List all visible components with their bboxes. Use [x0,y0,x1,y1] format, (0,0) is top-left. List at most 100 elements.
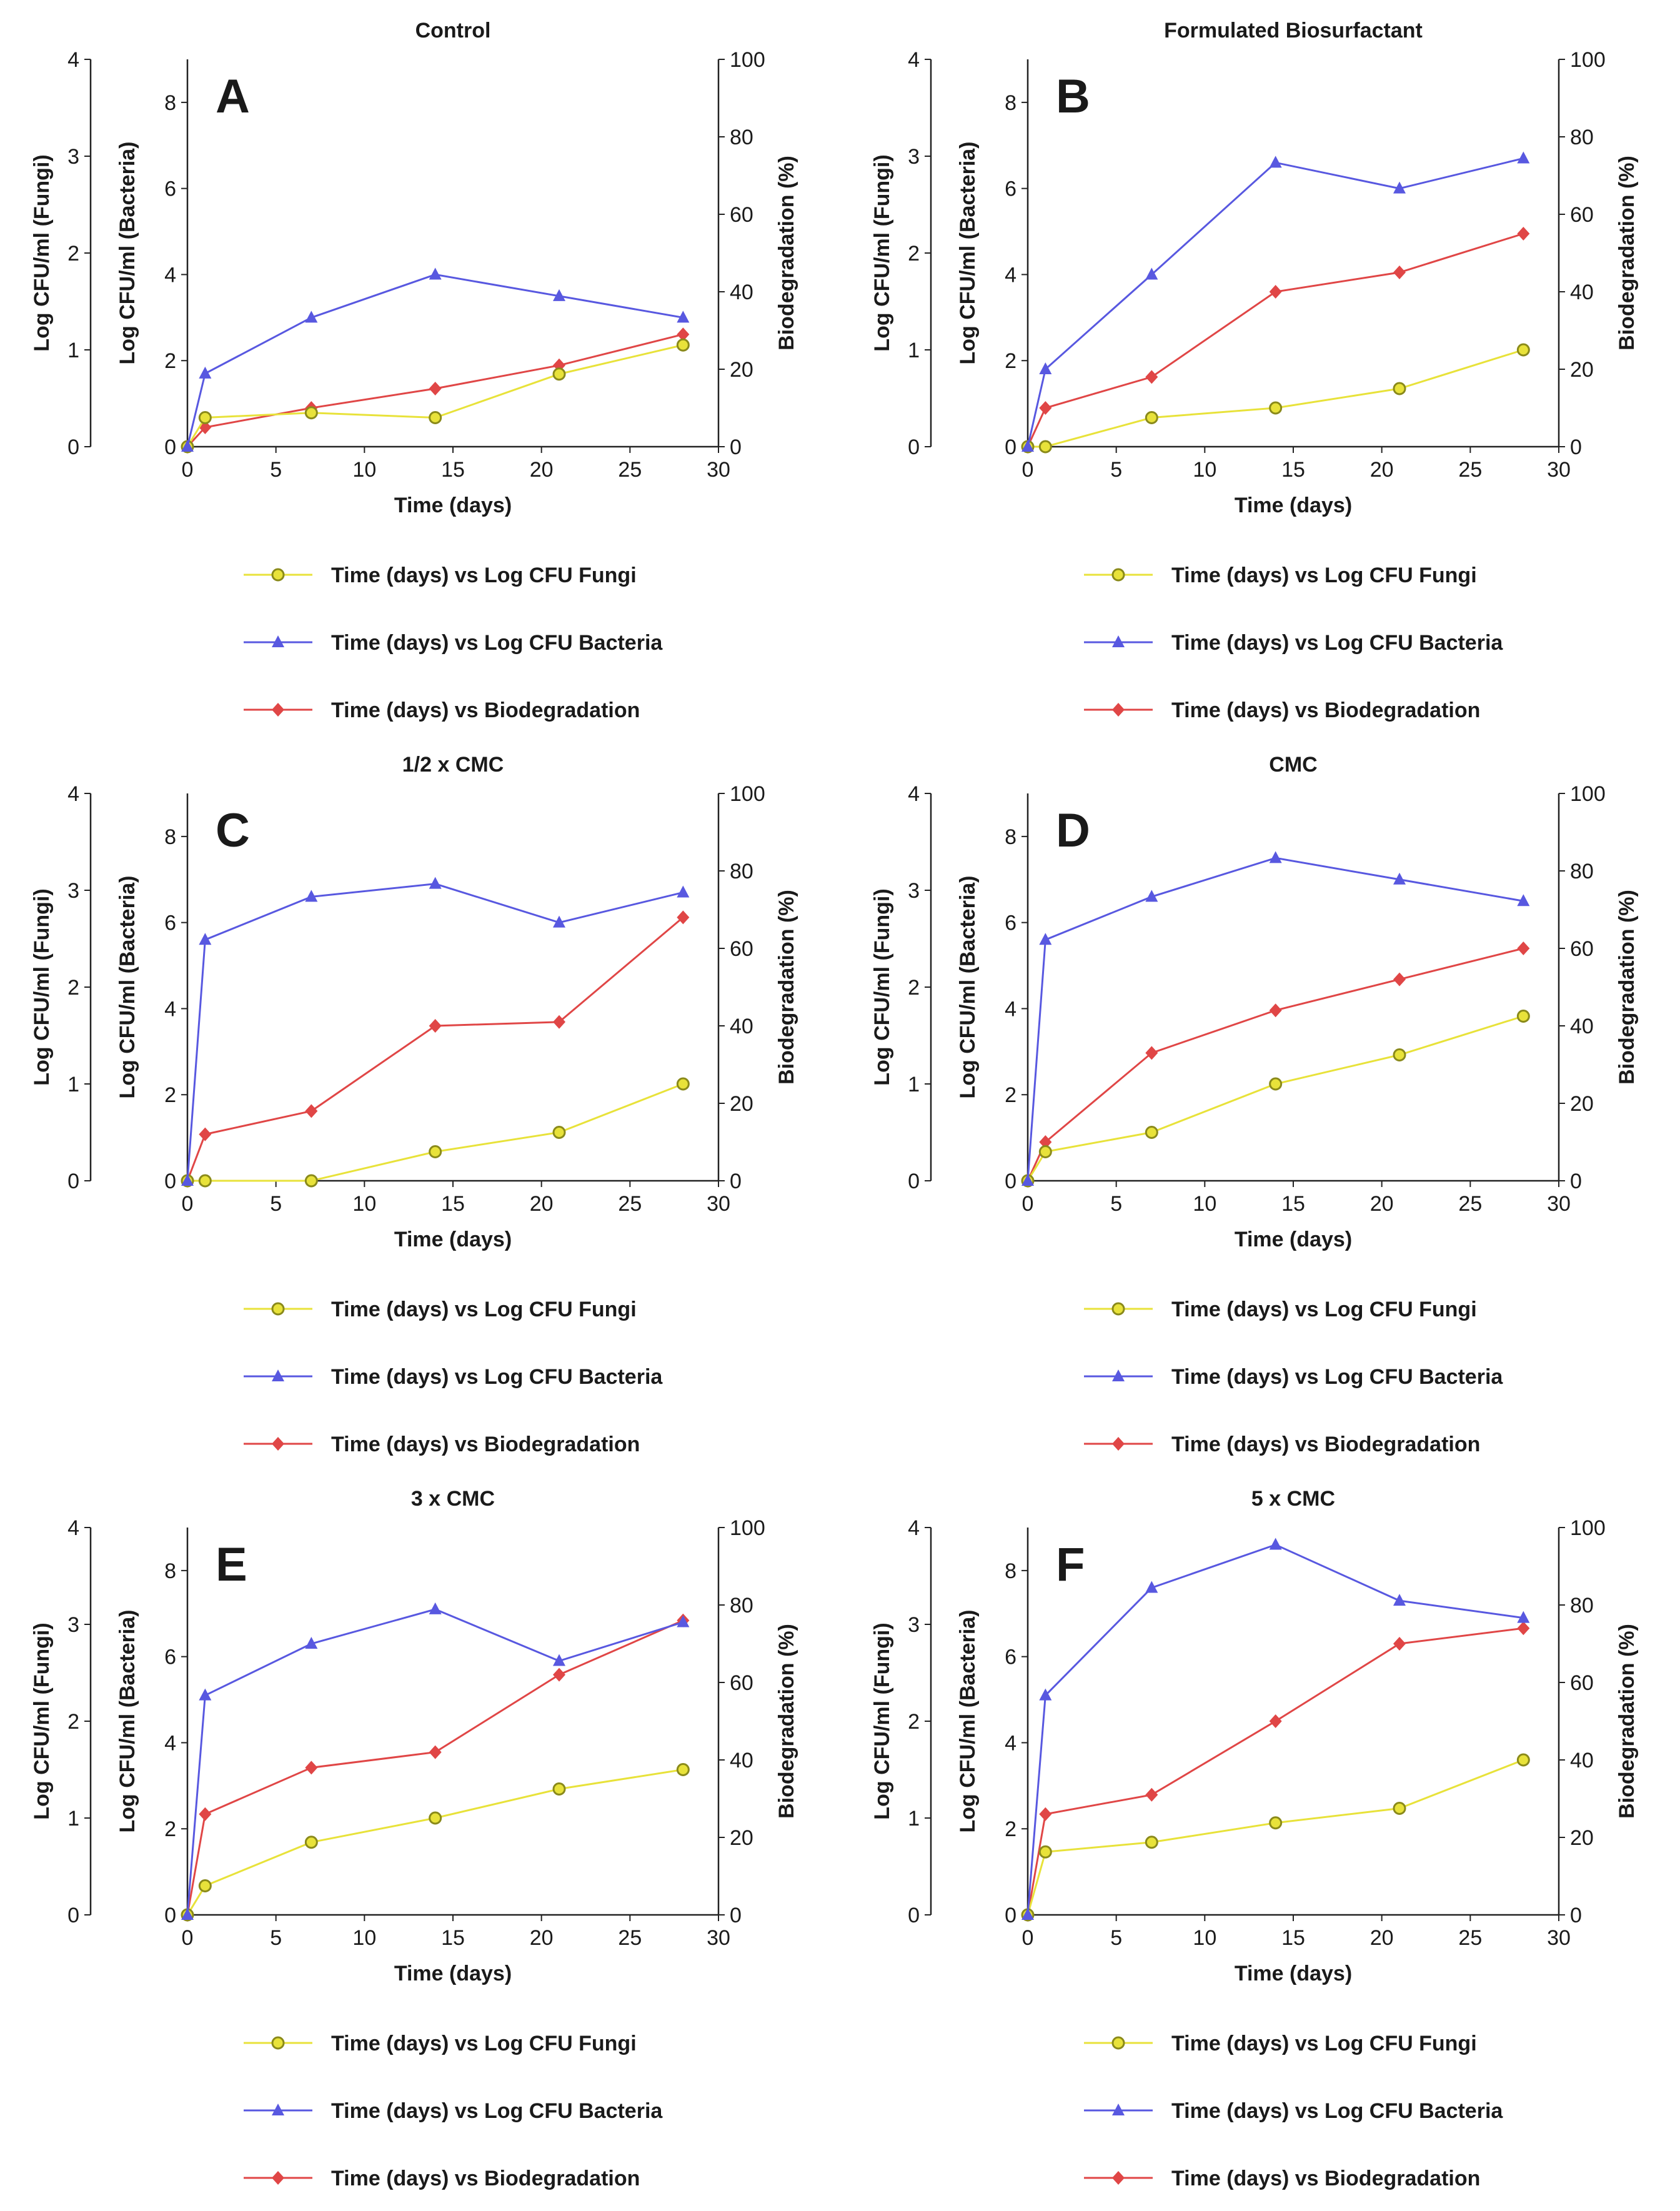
x-tick-label: 10 [352,1926,376,1950]
right-tick-label: 80 [1570,860,1594,883]
fungi-tick-label: 3 [908,1613,920,1637]
marker-biodegradation-2 [1145,1787,1158,1802]
marker-bacteria-1 [1039,933,1052,945]
marker-fungi-legend [1111,1302,1125,1316]
x-tick-label: 30 [1547,1926,1571,1950]
right-axis-label: Biodegradation (%) [775,890,798,1085]
marker-bacteria-2 [1145,267,1158,280]
marker-fungi-legend [1111,2036,1125,2050]
right-tick-label: 100 [730,782,765,806]
right-tick-label: 40 [730,281,753,304]
marker-bacteria-5 [1517,1611,1530,1623]
right-axis-label: Biodegradation (%) [1615,890,1639,1085]
marker-bacteria-5 [677,1615,690,1627]
right-tick-label: 60 [1570,203,1594,227]
right-tick-label: 60 [730,203,753,227]
marker-fungi-3 [429,411,442,424]
right-tick-label: 40 [730,1749,753,1772]
marker-biodegradation-2 [305,1104,318,1118]
bacteria-tick-label: 0 [164,435,176,459]
series-line-fungi [1026,1015,1524,1181]
bacteria-tick-label: 0 [164,1904,176,1927]
x-tick-label: 10 [352,1192,376,1216]
marker-fungi-2 [304,1836,318,1849]
marker-fungi-1 [198,1879,212,1892]
fungi-tick-label: 2 [908,976,920,1000]
fungi-tick-label: 0 [67,1170,79,1193]
marker-bacteria-0 [1021,1908,1034,1920]
chart-title: 3 x CMC [411,1487,495,1511]
fungi-tick-label: 2 [67,242,79,266]
series-line-fungi [186,1769,683,1915]
fungi-tick-label: 2 [908,1710,920,1734]
x-tick-label: 20 [530,1192,554,1216]
marker-fungi-2 [304,406,318,420]
marker-fungi-4 [552,367,566,381]
right-axis-label: Biodegradation (%) [775,156,798,350]
x-tick-label: 25 [618,1926,642,1950]
fungi-tick-label: 2 [67,1710,79,1734]
panel-letter: C [216,804,250,857]
marker-fungi-1 [1038,440,1052,454]
fungi-tick-label: 1 [67,339,79,362]
legend-label-bacteria: Time (days) vs Log CFU Bacteria [1171,631,1503,655]
legend-label-fungi: Time (days) vs Log CFU Fungi [331,564,637,587]
marker-fungi-4 [1393,1048,1406,1061]
marker-biodegradation-legend [1112,2171,1125,2185]
marker-biodegradation-2 [1145,370,1158,384]
legend-label-bacteria: Time (days) vs Log CFU Bacteria [331,631,663,655]
bacteria-tick-label: 4 [164,1731,176,1755]
right-tick-label: 40 [730,1015,753,1038]
legend-label-biodegradation: Time (days) vs Biodegradation [1171,2167,1480,2190]
fungi-tick-label: 0 [908,1170,920,1193]
right-tick-label: 0 [730,435,742,459]
x-tick-label: 30 [707,458,730,482]
marker-bacteria-4 [1393,181,1406,194]
x-tick-label: 15 [1281,1926,1305,1950]
marker-fungi-4 [1393,1802,1406,1815]
x-axis-label: Time (days) [394,1962,512,1985]
marker-biodegradation-5 [1517,227,1530,241]
bacteria-tick-label: 8 [1005,1559,1016,1583]
x-tick-label: 25 [1458,1192,1482,1216]
x-tick-label: 0 [1022,458,1034,482]
bacteria-axis-label: Log CFU/ml (Bacteria) [956,1609,980,1832]
x-axis-label: Time (days) [394,494,512,517]
bacteria-axis-label: Log CFU/ml (Bacteria) [116,141,139,364]
x-axis-label: Time (days) [1235,1962,1352,1985]
marker-bacteria-1 [1039,1688,1052,1701]
marker-fungi-5 [1516,343,1530,357]
bacteria-tick-label: 4 [1005,263,1016,287]
bacteria-axis-label: Log CFU/ml (Bacteria) [956,875,980,1098]
x-tick-label: 0 [182,458,194,482]
chart-title: Formulated Biosurfactant [1164,19,1423,42]
marker-bacteria-3 [429,267,442,280]
series-line-fungi [187,1083,683,1182]
bacteria-tick-label: 4 [1005,1731,1016,1755]
marker-bacteria-0 [181,1174,194,1186]
marker-biodegradation-3 [429,1745,442,1759]
marker-fungi-4 [552,1126,566,1139]
right-tick-label: 100 [730,1516,765,1540]
x-tick-label: 0 [182,1926,194,1950]
marker-bacteria-5 [1517,894,1530,907]
marker-biodegradation-5 [677,910,690,925]
right-tick-label: 100 [1570,1516,1606,1540]
right-tick-label: 20 [730,1092,753,1116]
marker-fungi-5 [676,1763,690,1776]
marker-fungi-2 [304,1174,318,1188]
marker-fungi-legend [1111,568,1125,582]
marker-biodegradation-legend [272,2171,284,2185]
marker-biodegradation-3 [1269,1714,1282,1728]
series-line-bacteria [186,1608,683,1915]
x-tick-label: 20 [1370,1192,1394,1216]
right-tick-label: 0 [1570,435,1582,459]
marker-bacteria-2 [1145,890,1158,902]
marker-biodegradation-1 [1039,1135,1052,1149]
x-tick-label: 20 [530,1926,554,1950]
marker-bacteria-3 [1269,851,1282,863]
marker-biodegradation-legend [272,703,284,717]
x-tick-label: 5 [1110,1926,1122,1950]
